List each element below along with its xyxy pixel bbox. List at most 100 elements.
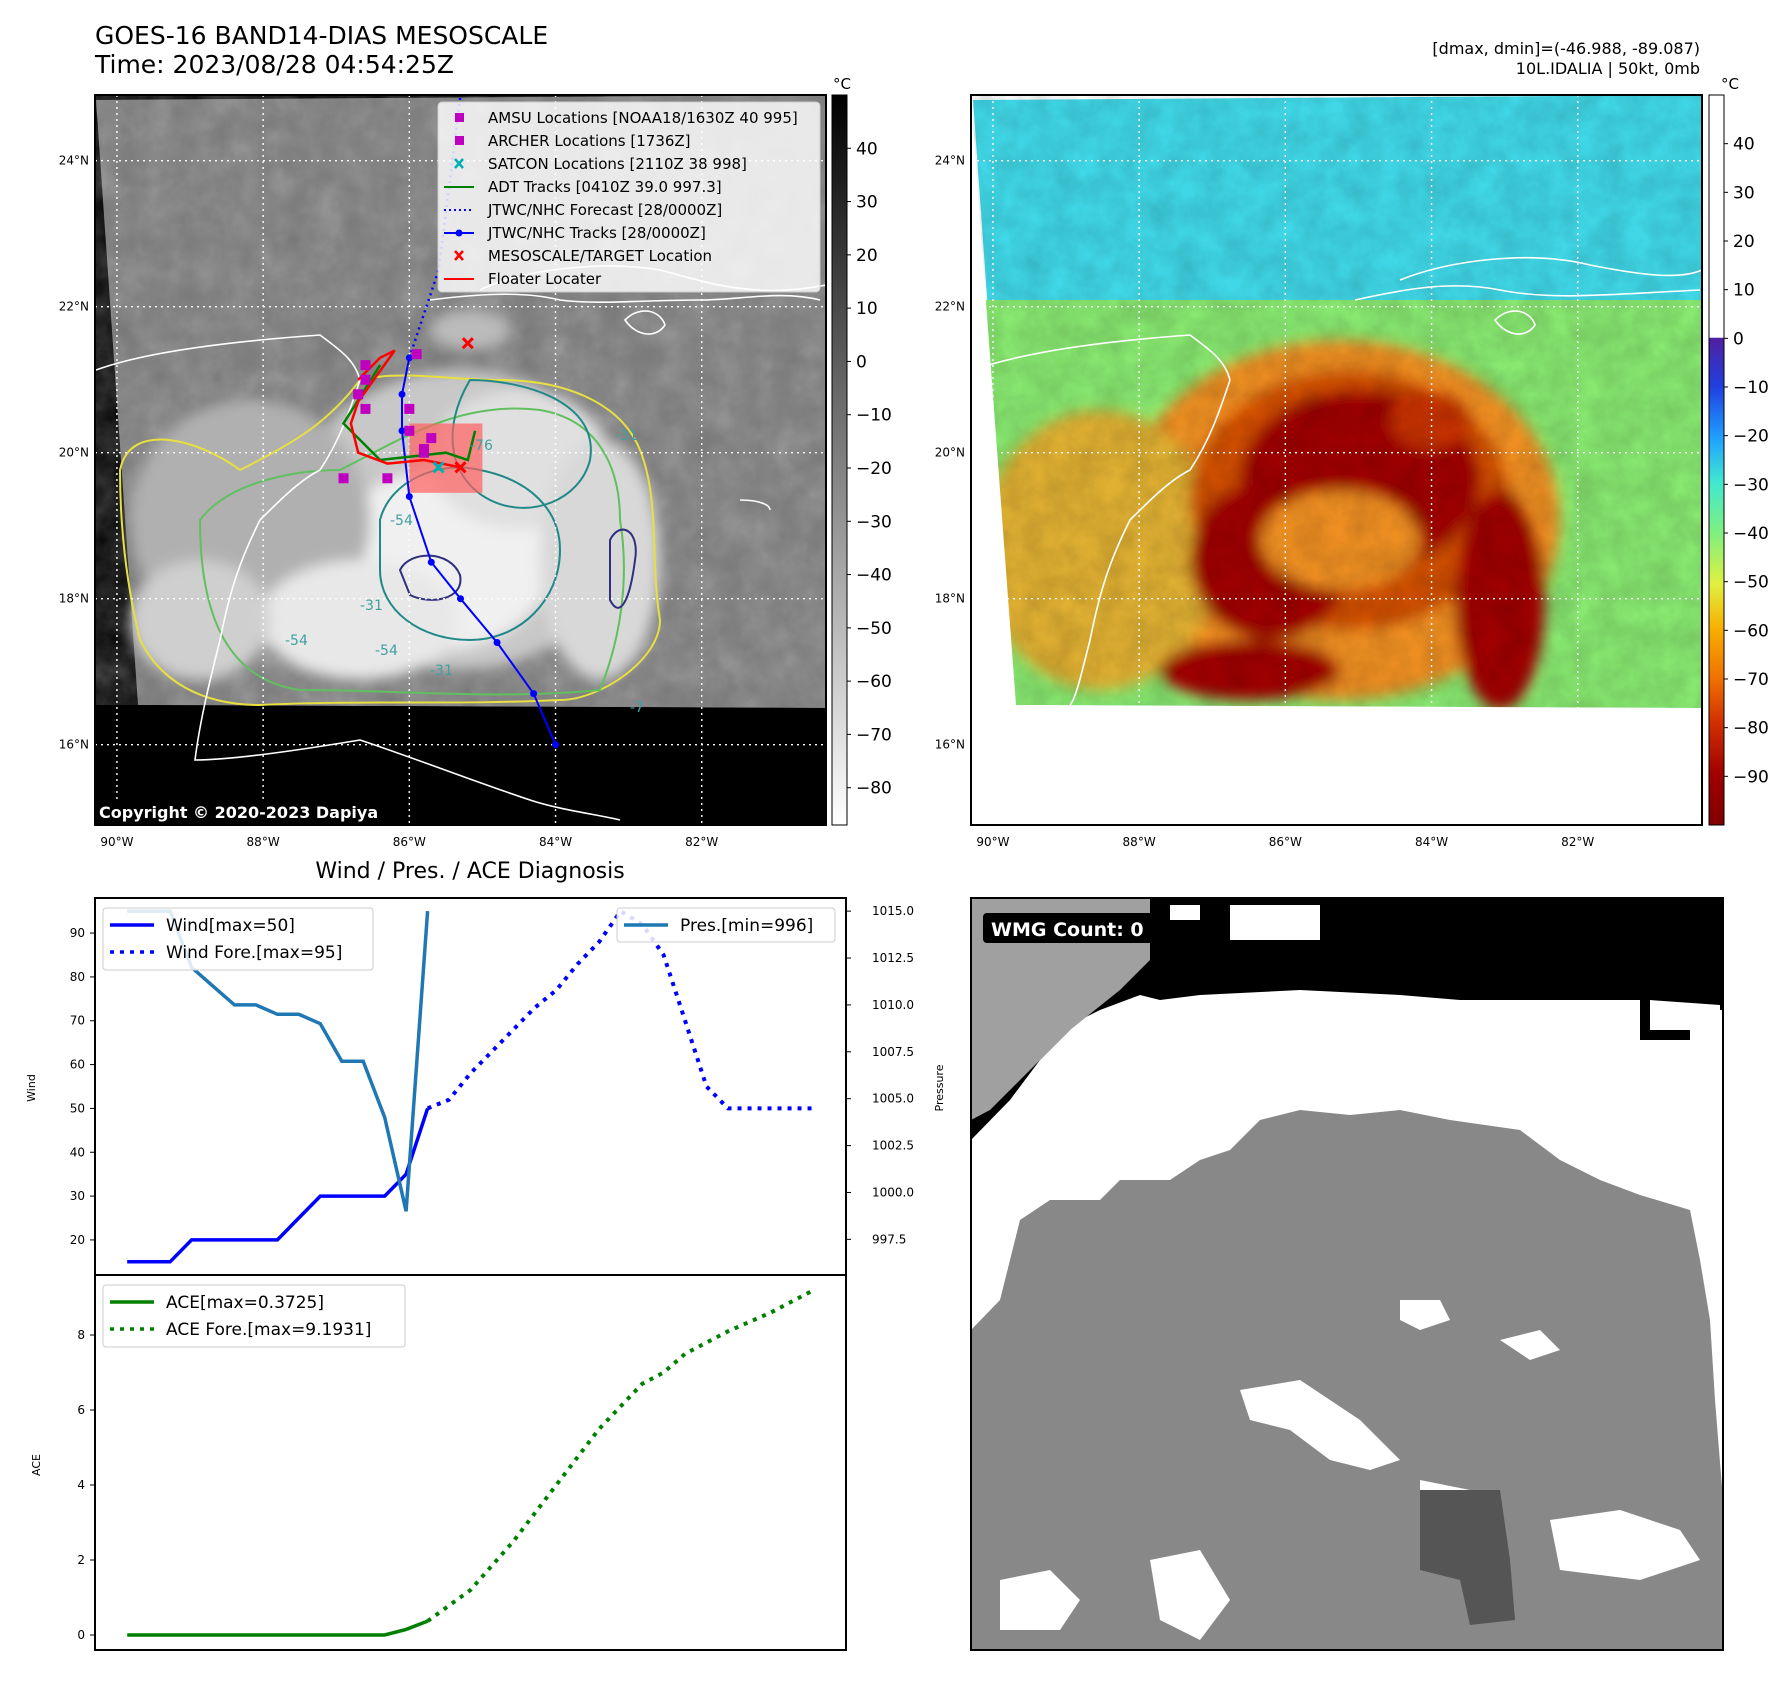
jtwc-track-point [493, 639, 501, 646]
legend-marker [455, 113, 464, 122]
colorbar-tick-label: −80 [1733, 719, 1769, 739]
lat-tick-label: 16°N [935, 738, 965, 752]
legend-label: ACE Fore.[max=9.1931] [166, 1320, 371, 1340]
jtwc-track-point [530, 690, 538, 698]
lat-tick-label: 16°N [59, 738, 89, 752]
contour-label: -54 [390, 513, 413, 529]
legend-marker [454, 250, 464, 261]
lat-tick-label: 24°N [935, 154, 965, 168]
lat-tick-label: 24°N [59, 154, 89, 168]
title-line-1: GOES-16 BAND14-DIAS MESOSCALE [95, 21, 548, 50]
colorbar-color-unit: °C [1721, 75, 1739, 93]
colorbar-tick-label: 40 [1733, 135, 1755, 155]
series-line [127, 909, 430, 1212]
y-tick-label: 2 [77, 1553, 85, 1567]
wmg-panel: WMG Count: 0 [970, 897, 1724, 1651]
wind-axis-label: Wind [25, 1074, 38, 1102]
colorbar-tick-label: 30 [856, 193, 878, 213]
colorbar-tick-label: 10 [856, 299, 878, 319]
wmg-count-label: WMG Count: 0 [991, 919, 1144, 941]
amsu-archer-marker [360, 403, 371, 414]
copyright-label: Copyright © 2020-2023 Dapiya [99, 803, 378, 822]
colorbar-tick-label: −90 [1733, 767, 1769, 787]
contour-label: -7 [630, 700, 644, 716]
y-tick-label: 8 [77, 1328, 85, 1342]
amsu-archer-marker [418, 444, 429, 455]
jtwc-track-point [457, 595, 464, 603]
amsu-archer-marker [360, 374, 371, 385]
contour-label: -31 [360, 598, 383, 614]
satcon-marker [432, 461, 445, 474]
colorbar-gray: °C 40 30 20 10 0 −10 −20 −30 −40 −50 −60 −70 −80 [831, 75, 892, 826]
colorbar-tick-label: −20 [856, 459, 892, 479]
y-right-tick-label: 1000.0 [872, 1185, 914, 1199]
series-line [127, 1619, 429, 1637]
lat-tick-label: 18°N [935, 592, 965, 606]
title-right-line-2: 10L.IDALIA | 50kt, 0mb [1516, 59, 1700, 78]
amsu-archer-marker [411, 349, 422, 360]
lat-tick-label: 22°N [59, 300, 89, 314]
lat-tick-label: 22°N [935, 300, 965, 314]
legend-label: Pres.[min=996] [680, 916, 813, 936]
lon-tick-label: 86°W [1269, 835, 1302, 849]
title-line-2: Time: 2023/08/28 04:54:25Z [94, 50, 454, 79]
lon-tick-label: 90°W [976, 835, 1009, 849]
amsu-archer-marker [338, 473, 349, 484]
colorbar-tick-label: −30 [1733, 475, 1769, 495]
ir-map-panel: AMSU Locations [NOAA18/1630Z 40 995] ARCH… [59, 94, 827, 849]
legend-marker [454, 158, 464, 169]
series-line [426, 908, 814, 1111]
y-tick-label: 90 [70, 926, 85, 940]
floater-box [409, 423, 483, 493]
colorbar-tick-label: 10 [1733, 281, 1755, 301]
map-legend: AMSU Locations [NOAA18/1630Z 40 995] ARCH… [437, 101, 821, 293]
amsu-archer-marker [360, 360, 371, 371]
y-tick-label: 40 [70, 1145, 85, 1159]
y-right-tick-label: 1015.0 [872, 904, 914, 918]
lon-tick-label: 86°W [393, 835, 426, 849]
wind-legend: Wind[max=50] Wind Fore.[max=95] [102, 907, 374, 971]
colorbar-tick-label: −80 [856, 779, 892, 799]
legend-label: SATCON Locations [2110Z 38 998] [488, 155, 747, 173]
y-tick-label: 80 [70, 970, 85, 984]
lon-tick-label: 90°W [100, 835, 133, 849]
color-ir-map-panel: 90°W 88°W 86°W 84°W 82°W 24°N 22°N 20°N 18°N 16°N [935, 94, 1703, 849]
amsu-archer-marker [404, 425, 415, 436]
legend-label: ADT Tracks [0410Z 39.0 997.3] [488, 178, 722, 196]
colorbar-gray-unit: °C [833, 75, 851, 93]
lon-tick-label: 82°W [1561, 835, 1594, 849]
ace-axis-label: ACE [30, 1454, 43, 1476]
title-right-line-1: [dmax, dmin]=(-46.988, -89.087) [1432, 39, 1700, 58]
jtwc-track-point [398, 427, 406, 435]
colorbar-tick-label: 20 [856, 246, 878, 266]
diagnosis-title: Wind / Pres. / ACE Diagnosis [315, 859, 624, 884]
lon-tick-label: 84°W [539, 835, 572, 849]
legend-label: JTWC/NHC Tracks [28/0000Z] [487, 224, 706, 242]
ace-legend: ACE[max=0.3725] ACE Fore.[max=9.1931] [102, 1284, 406, 1348]
colorbar-tick-label: −10 [856, 406, 892, 426]
ace-panel: 0 2 4 6 8 ACE ACE[max=0.3725] ACE Fore.[max=9… [30, 1274, 847, 1651]
target-marker [454, 461, 467, 474]
colorbar-tick-label: 0 [1733, 329, 1744, 349]
legend-label: ACE[max=0.3725] [166, 1293, 324, 1313]
y-right-tick-label: 997.5 [872, 1232, 906, 1246]
colorbar-tick-label: −60 [856, 672, 892, 692]
jtwc-track-point [552, 741, 560, 749]
y-tick-label: 20 [70, 1233, 85, 1247]
y-right-tick-label: 1005.0 [872, 1092, 914, 1106]
amsu-archer-marker [426, 433, 437, 444]
y-right-tick-label: 1012.5 [872, 951, 914, 965]
amsu-archer-marker [353, 389, 364, 400]
series-line [127, 1107, 430, 1264]
legend-marker-dot [455, 229, 463, 237]
colorbar-tick-label: −40 [856, 566, 892, 586]
colorbar-tick-label: 20 [1733, 232, 1755, 252]
colorbar-color: °C 40 30 20 10 0 −10 −20 −30 −40 −50 −60 −70 −80 −90 [1708, 75, 1769, 826]
y-tick-label: 6 [77, 1403, 85, 1417]
contour-label: -76 [470, 438, 493, 454]
colorbar-tick-label: −10 [1733, 378, 1769, 398]
lon-tick-label: 84°W [1415, 835, 1448, 849]
colorbar-tick-label: −70 [1733, 670, 1769, 690]
y-right-tick-label: 1002.5 [872, 1139, 914, 1153]
colorbar-tick-label: −50 [1733, 573, 1769, 593]
